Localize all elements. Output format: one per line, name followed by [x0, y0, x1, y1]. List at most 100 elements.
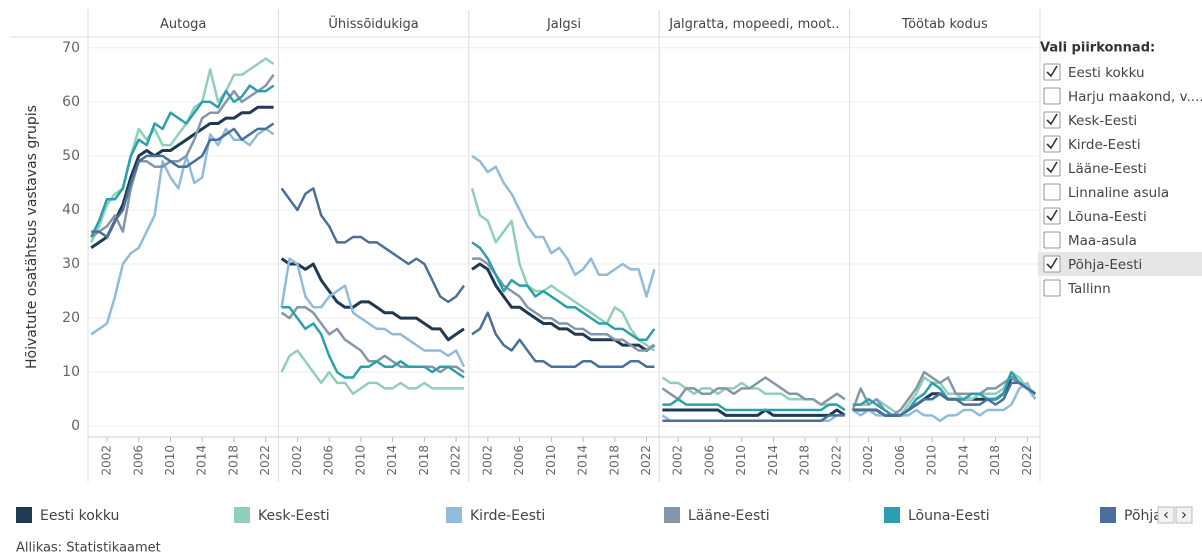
checkmark [1046, 65, 1058, 78]
source: Allikas: Statistikaamet [16, 541, 161, 556]
checkbox[interactable] [1043, 87, 1061, 105]
filter-item[interactable]: Lääne-Eesti [1043, 159, 1147, 177]
filter-item[interactable]: Harju maakond, v.... [1043, 87, 1202, 105]
checkmark [1046, 209, 1058, 222]
x-tick-label: 2018 [607, 445, 621, 476]
checkmark [1046, 113, 1058, 126]
legend-item[interactable]: Lõuna-Eesti [884, 507, 990, 524]
legend-label: Eesti kokku [40, 508, 119, 524]
series-line [852, 370, 1037, 417]
legend-label: Lõuna-Eesti [908, 508, 990, 524]
legend-swatch [16, 507, 32, 523]
series-line [852, 381, 1036, 417]
series-line [852, 370, 1036, 417]
y-tick-label: 0 [71, 418, 80, 434]
x-tick-label: 2022 [449, 445, 463, 476]
x-tick-label: 2010 [925, 445, 939, 476]
x-tick-label: 2018 [988, 445, 1002, 476]
filter-item[interactable]: Lõuna-Eesti [1043, 207, 1147, 225]
x-tick-label: 2022 [829, 445, 843, 476]
scroll-arrow: › [1181, 506, 1187, 524]
legend-label: Põhja-Eesti [1124, 508, 1201, 524]
series-line [472, 257, 656, 352]
x-tick-label: 2018 [226, 445, 240, 476]
x-tick-label: 2022 [258, 445, 272, 476]
series-line [280, 349, 464, 396]
y-tick-label: 50 [62, 148, 80, 164]
legend-item[interactable]: Kesk-Eesti [234, 507, 330, 524]
checkmark [1046, 161, 1058, 174]
x-tick-label: 2014 [385, 445, 399, 476]
series-line [471, 241, 656, 341]
legend-item[interactable]: Lääne-Eesti [664, 507, 770, 524]
filter-label: Lääne-Eesti [1068, 161, 1147, 177]
series-line [280, 257, 466, 368]
filter-item[interactable]: Maa-asula [1043, 231, 1137, 249]
x-tick-label: 2006 [322, 445, 336, 476]
x-tick-label: 2014 [576, 445, 590, 476]
y-tick-label: 20 [62, 310, 80, 326]
series-line [280, 257, 465, 342]
x-tick-label: 2010 [163, 445, 177, 476]
checkmark [1046, 257, 1058, 270]
scroll-arrow: ‹ [1163, 506, 1169, 524]
scroll-right[interactable]: › [1175, 506, 1193, 524]
legend-item[interactable]: Eesti kokku [16, 507, 119, 524]
hover-highlight [1038, 252, 1202, 276]
filter-item[interactable]: Kesk-Eesti [1043, 111, 1137, 129]
x-tick-label: 2018 [798, 445, 812, 476]
scroll-button[interactable] [1175, 506, 1193, 524]
x-tick-label: 2002 [671, 445, 685, 476]
x-tick-label: 2010 [353, 445, 367, 476]
series-line [90, 84, 275, 238]
legend-item[interactable]: Põhja-Eesti [1100, 507, 1201, 524]
legend-label: Lääne-Eesti [688, 508, 770, 524]
y-tick-label: 40 [62, 202, 80, 218]
series-line [662, 414, 845, 423]
x-tick-label: 2002 [480, 445, 494, 476]
series-line [91, 122, 275, 239]
x-tick-label: 2014 [766, 445, 780, 476]
x-tick-label: 2002 [861, 445, 875, 476]
filter-item[interactable]: Kirde-Eesti [1043, 135, 1141, 153]
x-tick-label: 2002 [290, 445, 304, 476]
checkbox[interactable] [1043, 231, 1061, 249]
checkbox[interactable] [1043, 183, 1061, 201]
scroll-left[interactable]: ‹ [1157, 506, 1175, 524]
filter-label: Maa-asula [1068, 233, 1137, 249]
series-line [90, 127, 275, 336]
legend-swatch [234, 507, 250, 523]
x-tick-label: 2006 [893, 445, 907, 476]
series-line [471, 154, 656, 298]
series-line [280, 187, 466, 304]
panel-title: Autoga [160, 17, 206, 32]
filter-label: Harju maakond, v.... [1068, 89, 1202, 105]
legend-item[interactable]: Kirde-Eesti [446, 507, 545, 524]
x-tick-label: 2014 [195, 445, 209, 476]
filter-item[interactable]: Põhja-Eesti [1038, 252, 1202, 276]
y-tick-label: 60 [62, 94, 80, 110]
series-line [90, 74, 275, 239]
x-tick-label: 2022 [1020, 445, 1034, 476]
y-tick-label: 30 [62, 256, 80, 272]
x-tick-label: 2014 [956, 445, 970, 476]
panel-title: Töötab kodus [901, 17, 988, 32]
legend-label: Kesk-Eesti [258, 508, 330, 524]
filter-item[interactable]: Tallinn [1043, 279, 1111, 297]
series-line [90, 105, 274, 250]
checkbox[interactable] [1043, 279, 1061, 297]
filter-item[interactable]: Eesti kokku [1043, 63, 1145, 81]
series-line [280, 306, 465, 374]
series-line [471, 262, 656, 352]
filter-label: Lõuna-Eesti [1068, 209, 1147, 225]
filter-title: Vali piirkonnad: [1040, 41, 1155, 56]
series-line [662, 397, 846, 412]
filter-item[interactable]: Linnaline asula [1043, 183, 1169, 201]
x-tick-label: 2010 [734, 445, 748, 476]
filter-label: Tallinn [1067, 281, 1111, 297]
x-tick-label: 2022 [639, 445, 653, 476]
legend-swatch [446, 507, 462, 523]
series-line [662, 408, 846, 417]
filter-label: Kesk-Eesti [1068, 113, 1137, 129]
scroll-button[interactable] [1157, 506, 1175, 524]
